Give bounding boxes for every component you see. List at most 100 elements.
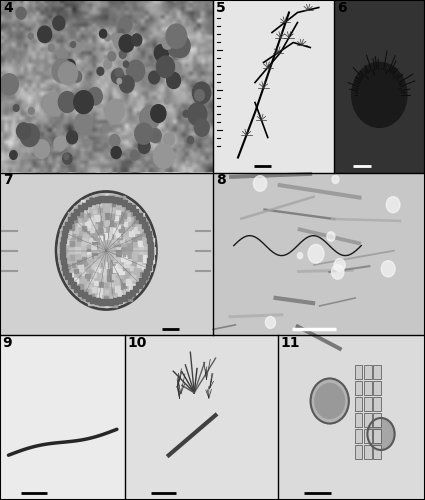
Bar [77, 260, 80, 264]
Bar [90, 297, 95, 303]
Bar [121, 254, 126, 261]
Bar [148, 230, 151, 234]
Bar [122, 200, 127, 206]
Circle shape [109, 134, 120, 147]
Circle shape [195, 119, 209, 136]
Bar [71, 282, 76, 288]
Circle shape [17, 123, 31, 140]
Bar [101, 232, 107, 239]
Bar [65, 258, 68, 260]
Bar [78, 284, 83, 290]
Bar [117, 246, 120, 250]
Bar [120, 258, 124, 264]
Bar [84, 263, 87, 266]
Bar [146, 264, 151, 270]
Circle shape [140, 106, 159, 130]
Circle shape [138, 135, 143, 141]
Bar [68, 212, 74, 219]
Bar [92, 224, 96, 229]
Bar [127, 226, 130, 230]
Bar [88, 258, 93, 264]
Bar [71, 234, 76, 239]
Bar [124, 288, 129, 295]
Bar [102, 228, 105, 232]
Bar [99, 196, 104, 202]
Circle shape [153, 144, 174, 169]
Bar [105, 194, 108, 198]
Bar [133, 209, 138, 215]
Bar [113, 195, 116, 199]
Circle shape [64, 154, 69, 160]
Circle shape [43, 92, 63, 116]
Text: 9: 9 [2, 336, 12, 350]
Bar [101, 263, 103, 266]
Bar [84, 206, 88, 212]
Bar [354, 381, 362, 395]
Circle shape [105, 100, 125, 122]
Bar [59, 248, 62, 252]
Bar [70, 255, 74, 260]
Bar [119, 196, 125, 202]
Circle shape [308, 244, 324, 263]
Bar [364, 445, 371, 459]
Bar [74, 218, 77, 222]
Bar [113, 266, 118, 272]
Bar [130, 290, 135, 296]
Circle shape [164, 61, 181, 82]
Bar [94, 238, 99, 244]
Bar [101, 222, 104, 224]
Bar [117, 202, 123, 209]
Bar [129, 230, 134, 236]
Circle shape [352, 62, 407, 128]
Bar [110, 236, 114, 240]
Bar [138, 254, 143, 260]
Circle shape [57, 48, 67, 60]
Bar [146, 232, 151, 237]
Bar [136, 282, 142, 288]
Circle shape [38, 26, 51, 42]
Bar [91, 204, 94, 208]
Circle shape [71, 42, 76, 48]
Bar [82, 226, 86, 230]
Circle shape [117, 78, 122, 84]
Bar [94, 256, 97, 260]
Bar [96, 222, 101, 227]
Circle shape [28, 108, 34, 114]
Bar [127, 240, 130, 242]
Bar [60, 253, 65, 259]
Bar [373, 412, 381, 426]
Bar [91, 245, 96, 251]
Bar [68, 278, 73, 284]
Circle shape [59, 62, 78, 84]
Bar [113, 298, 118, 304]
Bar [126, 292, 131, 298]
Bar [129, 284, 135, 290]
Bar [96, 194, 100, 200]
Circle shape [156, 56, 175, 78]
Circle shape [108, 52, 116, 61]
Bar [212, 172, 425, 335]
Bar [87, 255, 91, 260]
Bar [89, 238, 92, 242]
Bar [364, 397, 371, 411]
Bar [91, 242, 97, 249]
Bar [116, 254, 120, 258]
Bar [136, 213, 142, 219]
Bar [65, 222, 71, 228]
Bar [150, 248, 155, 254]
Bar [92, 248, 96, 252]
Bar [136, 280, 139, 282]
Bar [147, 242, 153, 248]
Bar [122, 244, 126, 249]
Bar [78, 211, 83, 217]
Bar [334, 0, 425, 172]
Bar [105, 201, 108, 205]
Bar [83, 234, 88, 239]
Circle shape [187, 136, 194, 144]
Circle shape [135, 123, 153, 144]
Circle shape [20, 124, 39, 146]
Circle shape [111, 146, 121, 158]
Text: 6: 6 [337, 1, 347, 15]
Bar [121, 300, 123, 303]
Bar [86, 200, 91, 206]
